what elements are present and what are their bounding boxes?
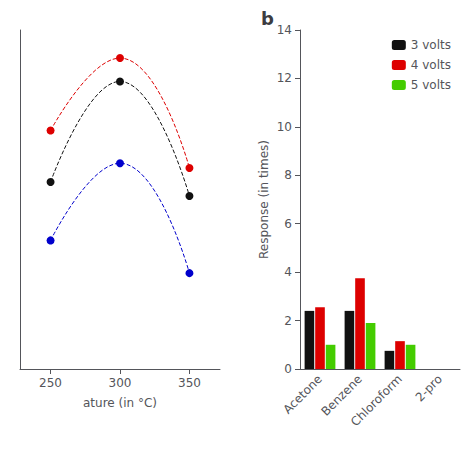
svg-text:Benzene: Benzene (318, 372, 365, 419)
svg-text:4 volts: 4 volts (411, 58, 451, 72)
svg-text:4: 4 (284, 265, 292, 279)
svg-text:12: 12 (277, 71, 292, 85)
svg-text:5 volts: 5 volts (411, 78, 451, 92)
svg-text:0: 0 (284, 362, 292, 376)
svg-text:b: b (261, 8, 274, 29)
svg-text:2: 2 (284, 314, 292, 328)
svg-text:Chloroform: Chloroform (348, 372, 405, 429)
svg-text:250: 250 (39, 376, 62, 390)
svg-text:8: 8 (284, 168, 292, 182)
svg-text:3 volts: 3 volts (411, 38, 451, 52)
svg-text:10: 10 (277, 120, 292, 134)
svg-text:6: 6 (284, 217, 292, 231)
svg-text:Acetone: Acetone (280, 372, 325, 417)
svg-text:350: 350 (178, 376, 201, 390)
svg-text:300: 300 (109, 376, 132, 390)
svg-text:Response (in times): Response (in times) (257, 140, 271, 259)
svg-text:2-pro: 2-pro (413, 372, 445, 404)
svg-text:ature (in °C): ature (in °C) (83, 396, 157, 410)
svg-text:14: 14 (277, 23, 292, 37)
